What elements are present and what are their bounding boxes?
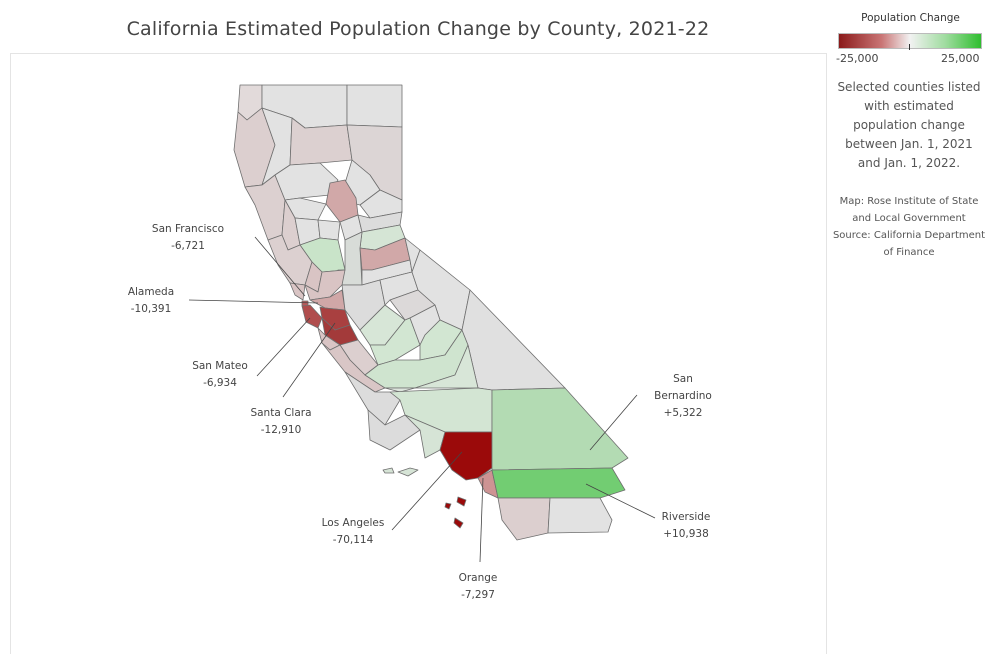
county-ventura bbox=[404, 414, 446, 459]
county-riverside bbox=[491, 467, 626, 499]
island-santa-barbara bbox=[444, 502, 452, 510]
leader-orange bbox=[479, 477, 484, 563]
leader-los-angeles bbox=[391, 451, 463, 531]
callout-san-francisco: San Francisco -6,721 bbox=[148, 221, 228, 255]
callout-santa-clara: Santa Clara -12,910 bbox=[241, 405, 321, 439]
legend-min-label: -25,000 bbox=[836, 52, 879, 65]
callout-value: -7,297 bbox=[461, 589, 495, 601]
callout-value: -6,934 bbox=[203, 377, 237, 389]
callout-orange: Orange -7,297 bbox=[438, 570, 518, 604]
county-tulare bbox=[414, 344, 479, 389]
county-imperial bbox=[547, 497, 613, 534]
callout-value: +10,938 bbox=[663, 528, 709, 540]
leader-san-mateo bbox=[256, 317, 311, 377]
map-title: California Estimated Population Change b… bbox=[126, 18, 710, 40]
callout-alameda: Alameda -10,391 bbox=[111, 284, 191, 318]
callout-name: Santa Clara bbox=[250, 407, 312, 419]
county-nevada bbox=[357, 211, 403, 233]
callout-los-angeles: Los Angeles -70,114 bbox=[313, 515, 393, 549]
callout-value: -12,910 bbox=[260, 424, 302, 436]
county-inyo bbox=[461, 289, 566, 391]
county-marin bbox=[289, 282, 306, 301]
leader-san-francisco bbox=[254, 236, 306, 297]
county-kings bbox=[384, 387, 416, 393]
island-anacapa bbox=[382, 467, 395, 474]
callout-value: -6,721 bbox=[171, 240, 205, 252]
callout-name: Orange bbox=[458, 572, 498, 584]
leader-santa-clara bbox=[282, 322, 336, 398]
county-san-mateo bbox=[301, 304, 323, 329]
source-note: Map: Rose Institute of State and Local G… bbox=[832, 196, 986, 258]
legend-title: Population Change bbox=[861, 12, 960, 24]
callout-san-bernardino: San Bernardino +5,322 bbox=[638, 371, 728, 422]
callout-riverside: Riverside +10,938 bbox=[646, 509, 726, 543]
map-panel bbox=[10, 53, 827, 654]
county-modoc bbox=[346, 84, 403, 128]
legend-zero-tick bbox=[909, 44, 910, 50]
callout-value: -10,391 bbox=[130, 303, 172, 315]
callout-name: San Francisco bbox=[151, 223, 225, 235]
island-santa-cruz bbox=[397, 467, 419, 477]
county-sutter bbox=[317, 219, 341, 241]
county-sierra bbox=[359, 189, 403, 219]
county-san-bernardino bbox=[491, 387, 629, 471]
callout-name: Los Angeles bbox=[321, 517, 385, 529]
callout-name: Alameda bbox=[127, 286, 175, 298]
callout-name: San Bernardino bbox=[654, 373, 712, 402]
description-note: Selected counties listed with estimated … bbox=[837, 80, 981, 170]
legend-max-label: 25,000 bbox=[941, 52, 980, 65]
county-tehama bbox=[274, 162, 339, 201]
callout-value: -70,114 bbox=[332, 534, 374, 546]
leader-alameda bbox=[188, 299, 319, 304]
county-san-diego bbox=[497, 497, 551, 541]
callout-name: San Mateo bbox=[192, 360, 248, 372]
island-santa-catalina bbox=[456, 496, 467, 507]
callout-name: Riverside bbox=[661, 511, 711, 523]
callout-value: +5,322 bbox=[663, 407, 703, 419]
callout-san-mateo: San Mateo -6,934 bbox=[180, 358, 260, 392]
county-los-angeles bbox=[439, 431, 493, 481]
leader-san-bernardino bbox=[589, 394, 638, 451]
island-san-clemente bbox=[453, 517, 464, 529]
leader-riverside bbox=[585, 483, 656, 519]
legend-color-bar[interactable] bbox=[838, 33, 982, 49]
